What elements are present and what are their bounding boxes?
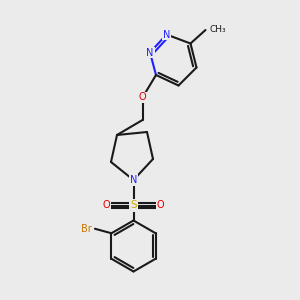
Text: Br: Br — [81, 224, 92, 234]
Text: S: S — [130, 200, 137, 211]
Text: O: O — [157, 200, 164, 211]
Text: N: N — [163, 29, 170, 40]
Text: O: O — [103, 200, 110, 211]
Text: N: N — [130, 175, 137, 185]
Text: CH₃: CH₃ — [210, 26, 226, 34]
Text: O: O — [139, 92, 146, 103]
Text: N: N — [146, 47, 154, 58]
